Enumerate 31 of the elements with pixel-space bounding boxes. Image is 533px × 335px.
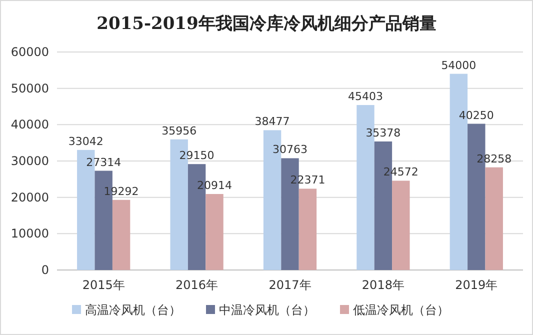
data-label: 38477 [254, 115, 290, 128]
data-label: 27314 [86, 156, 122, 169]
data-label: 30763 [272, 143, 308, 156]
data-label: 35956 [162, 124, 197, 138]
bar [485, 167, 503, 270]
bar [392, 180, 410, 270]
data-label: 45403 [348, 90, 383, 104]
data-label: 35378 [366, 126, 401, 140]
y-tick-label: 30000 [10, 154, 49, 168]
data-label: 54000 [441, 58, 476, 72]
y-tick-label: 10000 [10, 226, 49, 241]
legend-label: 中温冷风机（台） [219, 303, 315, 317]
x-tick-label: 2016年 [176, 278, 218, 292]
data-label: 33042 [68, 134, 104, 148]
y-tick-label: 60000 [10, 45, 49, 59]
legend-label: 高温冷风机（台） [85, 303, 181, 317]
x-tick-label: 2019年 [455, 278, 498, 292]
bar [206, 194, 224, 270]
x-tick-label: 2017年 [268, 278, 312, 292]
legend-label: 低温冷风机（台） [353, 303, 449, 317]
x-tick-label: 2018年 [362, 278, 404, 292]
bar [298, 188, 317, 270]
y-tick-label: 50000 [10, 81, 49, 96]
y-tick-label: 40000 [10, 118, 49, 132]
y-tick-label: 20000 [10, 190, 49, 204]
bar [112, 200, 130, 270]
data-label: 29150 [179, 149, 214, 162]
chart-title: 2015-2019年我国冷库冷风机细分产品销量 [96, 14, 436, 34]
data-label: 40250 [458, 108, 494, 122]
x-tick-label: 2015年 [82, 278, 125, 292]
y-tick-label: 0 [41, 263, 49, 277]
